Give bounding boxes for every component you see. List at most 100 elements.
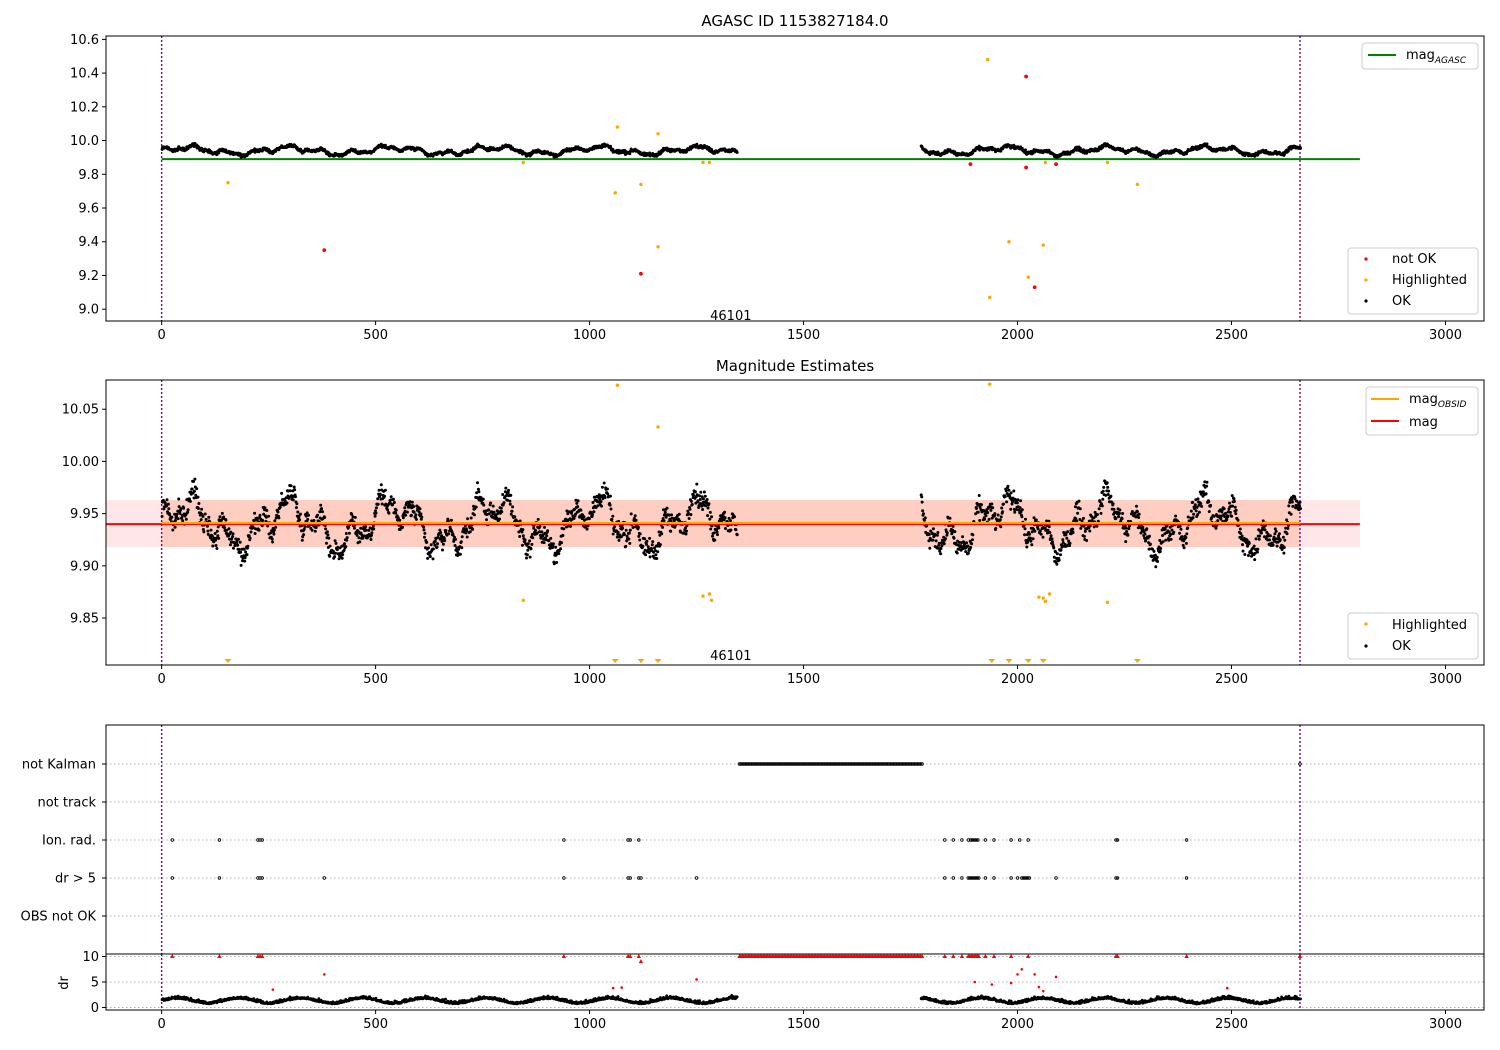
ok-point xyxy=(1299,507,1302,511)
ok-point xyxy=(1232,500,1236,503)
ok-point xyxy=(996,513,1000,517)
ok-point xyxy=(1185,532,1189,536)
ok-point xyxy=(689,499,693,503)
ok-point xyxy=(1219,517,1223,521)
flag-point xyxy=(170,838,175,842)
ok-point xyxy=(404,513,408,517)
ok-point xyxy=(209,528,213,532)
ok-point xyxy=(244,550,248,554)
ok-point xyxy=(377,488,381,492)
ok-point xyxy=(526,548,530,552)
ok-point xyxy=(1278,538,1282,542)
ok-point xyxy=(1233,505,1237,509)
ok-point xyxy=(312,519,316,522)
ok-point xyxy=(1268,534,1272,538)
ok-point xyxy=(536,517,540,521)
ok-point xyxy=(654,553,658,557)
ok-point xyxy=(1290,500,1294,504)
ok-point xyxy=(662,519,666,523)
ok-point xyxy=(386,508,390,512)
ok-point xyxy=(207,515,211,519)
ok-point xyxy=(669,529,673,533)
agasc-marks xyxy=(160,36,1360,321)
ok-point xyxy=(380,502,384,506)
ok-point xyxy=(1028,536,1032,540)
ok-point xyxy=(724,527,727,530)
highlighted-point xyxy=(521,598,525,602)
ok-point xyxy=(1071,531,1075,534)
ok-point xyxy=(177,497,181,501)
ok-point xyxy=(436,542,439,546)
ok-point xyxy=(1052,546,1056,550)
x-tick-label: 1500 xyxy=(787,328,820,343)
agasc-title: AGASC ID 1153827184.0 xyxy=(701,12,888,30)
ok-point xyxy=(1048,531,1052,534)
ok-point xyxy=(622,533,626,536)
ok-point xyxy=(1028,532,1031,536)
ok-point xyxy=(373,514,377,518)
ok-point xyxy=(165,498,169,502)
ok-point xyxy=(936,531,940,534)
ok-point xyxy=(1241,549,1245,553)
y-tick-label: 10.4 xyxy=(70,67,99,82)
ok-point xyxy=(310,528,314,532)
ok-point xyxy=(224,518,228,522)
ok-point xyxy=(1275,544,1279,548)
ok-point xyxy=(353,515,357,519)
ok-point xyxy=(327,536,331,540)
ok-point xyxy=(193,477,197,481)
ok-point xyxy=(576,499,580,503)
ok-point xyxy=(1111,502,1115,506)
ok-point xyxy=(1274,529,1278,533)
ok-point xyxy=(485,518,488,522)
flag-point xyxy=(1298,762,1302,766)
flag-point xyxy=(170,876,175,880)
ok-point xyxy=(638,538,642,542)
ok-point xyxy=(474,505,478,509)
ok-point xyxy=(476,481,479,485)
flag-point xyxy=(943,876,947,880)
ok-point xyxy=(1050,537,1054,541)
ok-point xyxy=(253,532,257,535)
ok-point xyxy=(931,538,935,542)
ok-point xyxy=(920,500,924,504)
ok-point xyxy=(418,507,422,511)
ok-point xyxy=(711,534,714,538)
legend-ok: OK xyxy=(1392,294,1411,309)
ok-point xyxy=(1189,509,1193,513)
ok-point xyxy=(289,484,293,488)
ok-point xyxy=(1236,518,1240,522)
ok-point xyxy=(1030,530,1034,534)
ok-point xyxy=(966,551,970,555)
ok-point xyxy=(469,516,473,520)
ok-point xyxy=(1148,542,1152,546)
ok-point xyxy=(734,528,738,532)
ok-point xyxy=(569,524,572,528)
x-tick-label: 1500 xyxy=(787,672,820,687)
ok-point xyxy=(344,545,348,549)
ok-point xyxy=(955,551,959,555)
ok-point xyxy=(414,513,418,517)
ok-point xyxy=(1019,499,1023,503)
ok-point xyxy=(576,505,580,509)
ok-point xyxy=(729,519,732,523)
ok-point xyxy=(693,490,697,494)
ok-point xyxy=(521,528,525,532)
ok-point xyxy=(425,540,429,544)
ok-point xyxy=(608,503,612,507)
ok-point xyxy=(296,510,300,514)
ok-point xyxy=(293,488,297,492)
flag-point xyxy=(322,876,326,880)
ok-point xyxy=(313,529,317,533)
ok-point xyxy=(1124,540,1128,544)
ok-point xyxy=(1207,500,1211,504)
ok-point xyxy=(555,561,559,564)
ok-point xyxy=(542,541,546,545)
ok-point xyxy=(547,539,551,543)
ok-point xyxy=(609,507,613,511)
not-ok-point xyxy=(639,271,643,276)
ok-point xyxy=(709,527,713,531)
ok-point xyxy=(1194,509,1198,513)
ok-point xyxy=(1001,510,1005,514)
